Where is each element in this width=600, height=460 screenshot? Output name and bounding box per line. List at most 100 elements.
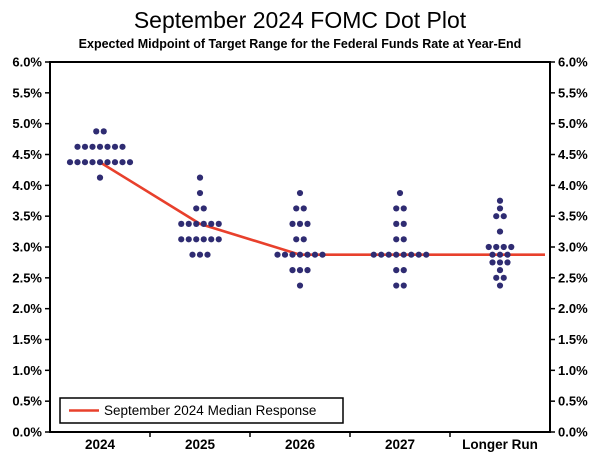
dot — [300, 236, 307, 243]
x-category-label: Longer Run — [462, 437, 538, 452]
dot — [178, 236, 185, 243]
dot — [496, 228, 504, 235]
dot — [400, 267, 407, 274]
dot — [289, 251, 296, 258]
dot — [281, 251, 289, 258]
dot — [196, 174, 204, 181]
y-tick-label-left: 3.0% — [12, 240, 42, 255]
dot — [296, 220, 304, 227]
y-tick-label-right: 2.5% — [558, 270, 588, 285]
dot — [96, 143, 104, 150]
y-tick-label-right: 6.0% — [558, 55, 588, 70]
dot — [496, 267, 504, 274]
dot — [100, 128, 107, 135]
dot — [496, 197, 504, 204]
dot — [208, 236, 215, 243]
y-tick-label-right: 2.0% — [558, 301, 588, 316]
dot — [319, 251, 326, 258]
dot — [196, 189, 204, 197]
y-tick-label-left: 3.5% — [12, 209, 42, 224]
dot — [189, 251, 196, 258]
dot — [385, 251, 392, 258]
dot — [304, 251, 311, 258]
y-tick-label-left: 1.5% — [12, 332, 42, 347]
dot — [400, 220, 407, 227]
dot — [504, 259, 511, 266]
dot — [423, 251, 430, 258]
dot — [393, 220, 400, 227]
dot — [200, 220, 207, 227]
dot — [81, 159, 89, 166]
dot — [193, 205, 200, 212]
y-tick-label-left: 6.0% — [12, 55, 42, 70]
chart-subtitle: Expected Midpoint of Target Range for th… — [78, 37, 522, 51]
dot — [289, 220, 296, 227]
plot-border — [49, 61, 551, 433]
dot — [104, 143, 111, 150]
dot — [485, 243, 492, 251]
x-category-label: 2025 — [185, 437, 216, 452]
dot — [500, 243, 507, 251]
dot — [293, 236, 300, 243]
y-tick-label-right: 0.5% — [558, 394, 588, 409]
y-tick-label-left: 0.5% — [12, 394, 42, 409]
dot — [196, 251, 204, 258]
dot — [96, 159, 104, 166]
dot — [126, 159, 134, 166]
dot — [74, 143, 81, 150]
dot — [304, 267, 311, 274]
dot — [400, 205, 407, 212]
y-tick-label-right: 1.5% — [558, 332, 588, 347]
dot — [400, 251, 407, 258]
y-tick-label-right: 4.5% — [558, 147, 588, 162]
y-tick-label-right: 5.0% — [558, 116, 588, 131]
dot — [400, 236, 407, 243]
dot — [500, 274, 507, 281]
dot — [96, 174, 104, 181]
y-tick-label-right: 0.0% — [558, 425, 588, 440]
dot — [493, 213, 500, 220]
dot — [293, 205, 300, 212]
chart-title: September 2024 FOMC Dot Plot — [133, 7, 467, 33]
dot — [104, 159, 111, 166]
dot — [378, 251, 385, 258]
dot — [496, 259, 504, 266]
dot — [496, 205, 504, 212]
dot — [296, 282, 304, 289]
legend-label: September 2024 Median Response — [104, 403, 316, 418]
dot — [489, 259, 496, 266]
dot — [66, 159, 74, 166]
dot — [111, 143, 119, 150]
dot — [408, 251, 415, 258]
dot — [370, 251, 377, 258]
y-tick-label-right: 1.0% — [558, 363, 588, 378]
dot — [178, 220, 185, 227]
dot — [119, 143, 126, 150]
dot — [504, 251, 511, 258]
y-tick-label-left: 5.5% — [12, 85, 42, 100]
y-tick-label-left: 2.0% — [12, 301, 42, 316]
x-category-label: 2027 — [385, 437, 415, 452]
y-tick-label-right: 3.5% — [558, 209, 588, 224]
dot — [296, 251, 304, 258]
dot — [193, 220, 200, 227]
y-tick-label-left: 0.0% — [12, 425, 42, 440]
dot — [204, 251, 211, 258]
dot — [296, 189, 304, 197]
y-tick-label-left: 1.0% — [12, 363, 42, 378]
dot — [496, 251, 504, 258]
dot — [393, 236, 400, 243]
dot — [496, 282, 504, 289]
dot — [200, 205, 207, 212]
y-tick-label-right: 5.5% — [558, 85, 588, 100]
y-tick-label-left: 5.0% — [12, 116, 42, 131]
dot — [111, 159, 119, 166]
y-tick-label-left: 4.0% — [12, 178, 42, 193]
dot — [89, 143, 96, 150]
dot — [396, 189, 404, 197]
dot — [400, 282, 407, 289]
dot — [215, 220, 222, 227]
dot — [393, 282, 400, 289]
median-line — [99, 161, 545, 257]
